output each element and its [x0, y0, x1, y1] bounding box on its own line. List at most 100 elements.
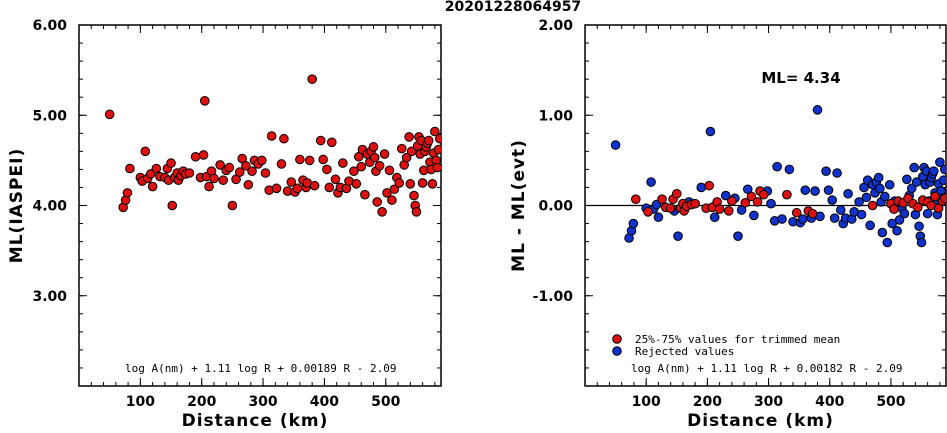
right-data-point — [791, 207, 802, 218]
right-data-point — [758, 189, 769, 200]
right-data-point — [906, 183, 917, 194]
left-x-tick-label: 500 — [371, 394, 400, 410]
left-data-point — [279, 133, 289, 144]
right-data-point — [867, 200, 878, 211]
left-data-point — [286, 177, 297, 187]
left-data-point — [199, 96, 210, 106]
ml-residual-panel: -1.00 0.00 1.00 2.00 100 200 300 400 500 Distance… — [509, 18, 947, 431]
right-x-axis-label: Distance (km) — [687, 411, 834, 428]
right-data-point — [772, 161, 782, 172]
left-points — [104, 74, 441, 217]
right-data-point — [884, 179, 895, 190]
left-data-point — [167, 200, 178, 211]
ml-iaspei-panel: 3.00 4.00 5.00 6.00 100 200 300 400 500 Distance … — [7, 18, 442, 431]
right-data-point — [835, 205, 846, 215]
left-y-tick-label: 5.00 — [32, 108, 67, 124]
right-x-tick-label: 400 — [815, 394, 844, 410]
right-data-point — [902, 174, 912, 185]
left-data-point — [434, 133, 441, 144]
left-data-point — [266, 131, 277, 141]
right-data-point — [653, 212, 664, 223]
right-x-tick-label: 200 — [693, 394, 722, 410]
left-x-tick-label: 100 — [126, 394, 155, 410]
left-data-point — [166, 158, 176, 168]
left-data-point — [309, 180, 320, 191]
right-data-point — [714, 204, 725, 214]
right-data-point — [812, 105, 823, 115]
left-data-point — [243, 179, 254, 190]
left-data-point — [360, 189, 370, 200]
right-y-tick-label: 2.00 — [538, 18, 573, 34]
left-data-point — [427, 179, 438, 189]
right-x-tick-label: 300 — [754, 394, 783, 410]
left-data-point — [315, 135, 326, 146]
right-formula: log A(nm) + 1.11 log R + 0.00182 R - 2.0… — [631, 362, 903, 375]
left-data-point — [324, 182, 335, 193]
right-data-point — [727, 196, 737, 206]
right-legend-marker — [612, 334, 622, 344]
right-data-point — [911, 177, 922, 187]
right-data-point — [696, 182, 707, 193]
left-data-point — [322, 164, 332, 175]
right-data-point — [657, 194, 667, 204]
right-data-point — [856, 209, 867, 220]
left-data-point — [204, 181, 214, 192]
right-data-point — [909, 162, 919, 173]
right-points — [610, 105, 946, 248]
left-x-tick-label: 400 — [310, 394, 339, 410]
left-data-point — [379, 149, 390, 159]
right-y-axis-label: ML - ML(evt) — [509, 139, 529, 272]
left-data-point — [151, 163, 162, 174]
right-data-point — [939, 193, 946, 204]
left-data-point — [387, 195, 397, 205]
left-plot-frame — [78, 24, 442, 387]
left-data-point — [104, 109, 115, 120]
left-data-point — [411, 207, 422, 217]
figure-title: 20201228064957 — [445, 0, 581, 15]
right-data-point — [720, 190, 731, 201]
right-data-point — [882, 237, 893, 248]
right-x-tick-label: 100 — [632, 394, 661, 410]
left-x-tick-label: 300 — [248, 394, 277, 410]
left-data-point — [432, 162, 441, 173]
right-data-point — [800, 185, 811, 195]
left-data-point — [184, 168, 195, 178]
right-data-point — [740, 197, 751, 208]
right-data-point — [746, 191, 757, 202]
left-data-point — [292, 183, 303, 194]
right-data-point — [928, 166, 939, 177]
left-data-point — [326, 137, 337, 148]
left-data-point — [190, 151, 201, 162]
left-data-point — [224, 162, 235, 173]
left-data-point — [396, 143, 407, 154]
left-data-point — [307, 74, 317, 84]
left-data-point — [368, 142, 379, 152]
left-y-tick-label: 3.00 — [32, 289, 67, 305]
left-data-point — [369, 152, 380, 163]
right-data-point — [829, 213, 840, 223]
right-data-point — [899, 208, 910, 219]
right-data-point — [766, 198, 776, 209]
right-data-point — [935, 157, 945, 167]
left-data-point — [377, 207, 387, 217]
right-data-point — [880, 191, 890, 202]
right-data-point — [646, 177, 656, 187]
left-data-point — [349, 166, 359, 177]
left-data-point — [318, 154, 328, 165]
left-data-point — [218, 175, 228, 186]
left-data-point — [209, 173, 219, 184]
left-data-point — [122, 188, 133, 198]
left-data-point — [140, 146, 151, 157]
right-legend-marker — [612, 346, 622, 356]
right-ml-value: ML= 4.34 — [761, 69, 840, 87]
right-data-point — [733, 231, 743, 241]
left-data-point — [271, 183, 282, 194]
left-y-axis-label: ML(IASPEI) — [7, 148, 27, 263]
left-data-point — [234, 167, 245, 177]
right-data-point — [930, 191, 940, 202]
left-data-point — [125, 163, 135, 174]
left-data-point — [417, 178, 428, 188]
right-data-point — [723, 206, 734, 216]
